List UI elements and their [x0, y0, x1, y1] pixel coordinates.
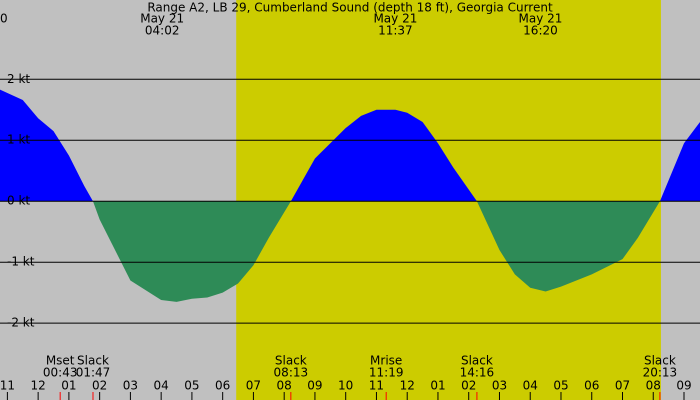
event-label: Slack: [461, 354, 493, 368]
x-tick-label: 01: [430, 379, 445, 393]
event-label: Slack: [77, 354, 109, 368]
x-tick-label: 12: [400, 379, 415, 393]
event-label: Slack: [644, 354, 676, 368]
x-tick-label: 05: [184, 379, 199, 393]
x-tick-label: 08: [277, 379, 292, 393]
x-tick-label: 08: [646, 379, 661, 393]
chart-title: Range A2, LB 29, Cumberland Sound (depth…: [147, 1, 553, 15]
x-tick-label: 10: [338, 379, 353, 393]
x-tick-label: 12: [30, 379, 45, 393]
ebb-area: [0, 201, 700, 302]
flood-area: [0, 89, 700, 202]
event-time: 01:47: [76, 366, 111, 380]
x-tick-label: 06: [584, 379, 599, 393]
event-time: 00:43: [43, 366, 78, 380]
x-tick-label: 03: [492, 379, 507, 393]
x-tick-label: 11: [0, 379, 15, 393]
x-tick-label: 04: [154, 379, 169, 393]
date-label: May 21: [373, 12, 417, 26]
x-tick-label: 06: [215, 379, 230, 393]
time-label: 04:02: [145, 24, 180, 38]
x-tick-label: 02: [461, 379, 476, 393]
time-label: 16:20: [523, 24, 558, 38]
event-time: 08:13: [274, 366, 309, 380]
time-label: 11:37: [378, 24, 413, 38]
y-tick-label: -2 kt: [7, 316, 35, 330]
event-time: 11:19: [369, 366, 404, 380]
x-tick-label: 02: [92, 379, 107, 393]
y-tick-label: 2 kt: [7, 72, 30, 86]
event-label: Mset: [46, 354, 75, 368]
date-label: May 21: [140, 12, 184, 26]
y-tick-label: -1 kt: [7, 255, 35, 269]
x-tick-label: 07: [615, 379, 630, 393]
event-time: 20:13: [643, 366, 678, 380]
x-tick-label: 09: [676, 379, 691, 393]
x-tick-label: 01: [61, 379, 76, 393]
x-tick-label: 11: [369, 379, 384, 393]
y-tick-label: 0 kt: [7, 194, 30, 208]
x-tick-label: 07: [246, 379, 261, 393]
x-tick-label: 03: [123, 379, 138, 393]
x-tick-label: 05: [553, 379, 568, 393]
corner-label: 0: [0, 12, 8, 26]
y-tick-label: 1 kt: [7, 133, 30, 147]
x-tick-label: 04: [523, 379, 538, 393]
date-label: May 21: [519, 12, 563, 26]
x-tick-label: 09: [307, 379, 322, 393]
event-label: Slack: [275, 354, 307, 368]
event-time: 14:16: [460, 366, 495, 380]
event-label: Mrise: [370, 354, 402, 368]
